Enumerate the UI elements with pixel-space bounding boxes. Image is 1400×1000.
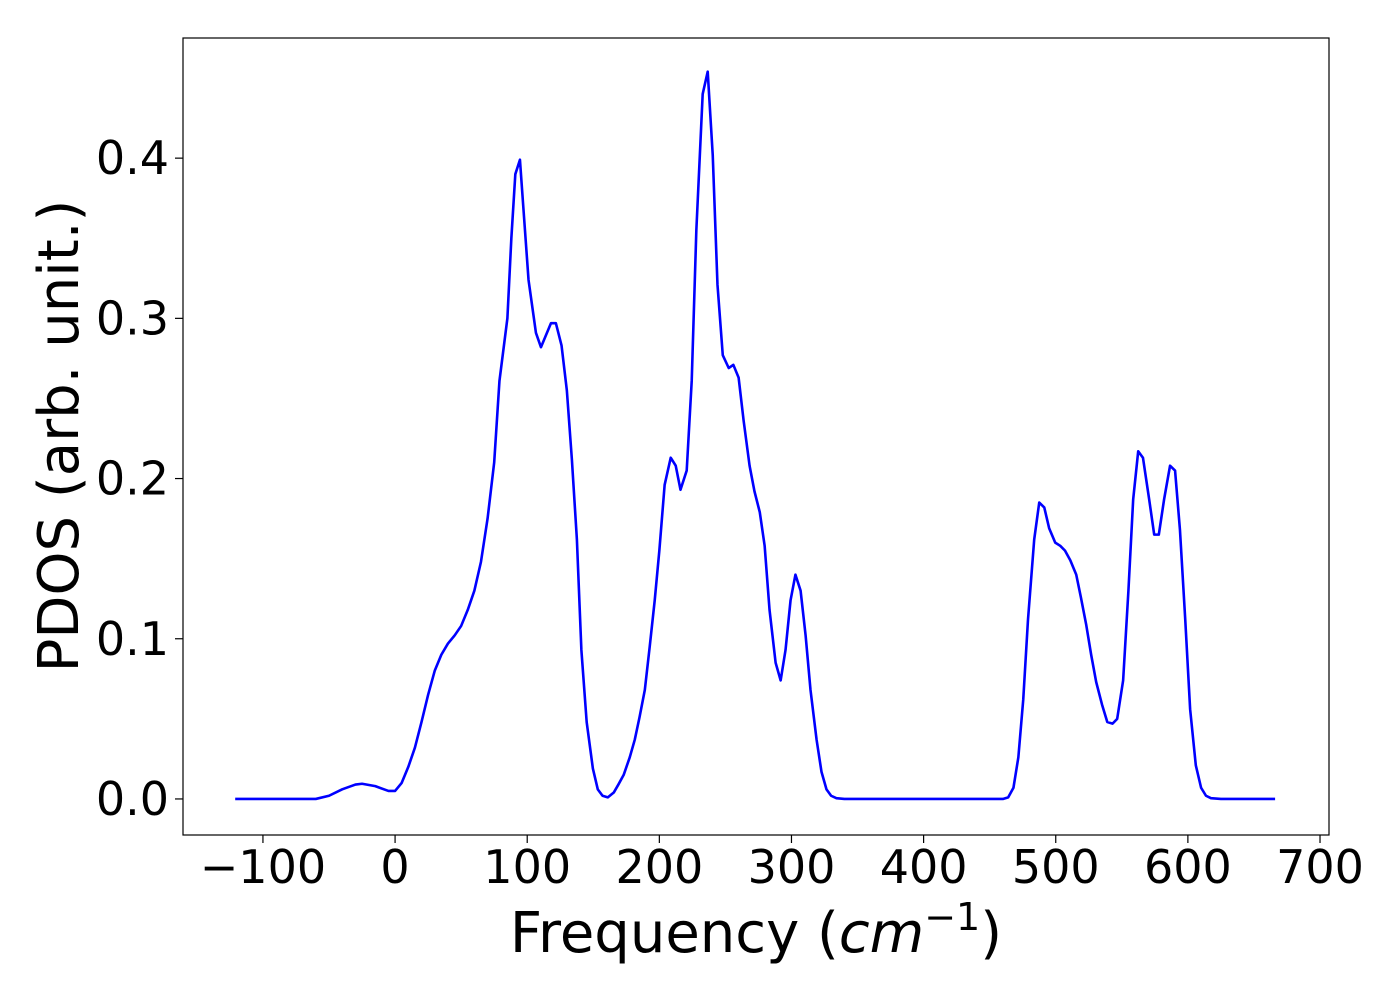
pdos-line bbox=[235, 70, 1276, 801]
x-label-exponent: −1 bbox=[924, 895, 980, 939]
y-tick-label: 0.4 bbox=[96, 131, 169, 185]
x-label-close: ) bbox=[980, 901, 1002, 966]
x-tick-label: 600 bbox=[1144, 840, 1232, 894]
y-tick-label: 0.1 bbox=[96, 612, 169, 666]
y-tick-label: 0.3 bbox=[96, 291, 169, 345]
x-label-unit: cm bbox=[839, 901, 924, 966]
x-tick-label: 700 bbox=[1276, 840, 1364, 894]
y-tick-label: 0.0 bbox=[96, 772, 169, 826]
x-tick-label: 100 bbox=[483, 840, 571, 894]
x-tick-label: 400 bbox=[880, 840, 968, 894]
x-tick-label: −100 bbox=[200, 840, 326, 894]
x-tick-label: 500 bbox=[1012, 840, 1100, 894]
x-tick-label: 200 bbox=[615, 840, 703, 894]
x-axis-label: Frequency (cm−1) bbox=[510, 895, 1002, 966]
y-axis-label: PDOS (arb. unit.) bbox=[27, 200, 92, 673]
plot-frame bbox=[182, 37, 1330, 836]
x-tick-label: 0 bbox=[380, 840, 409, 894]
x-label-text: Frequency ( bbox=[510, 901, 839, 966]
x-tick-label: 300 bbox=[748, 840, 836, 894]
y-tick-label: 0.2 bbox=[96, 452, 169, 506]
